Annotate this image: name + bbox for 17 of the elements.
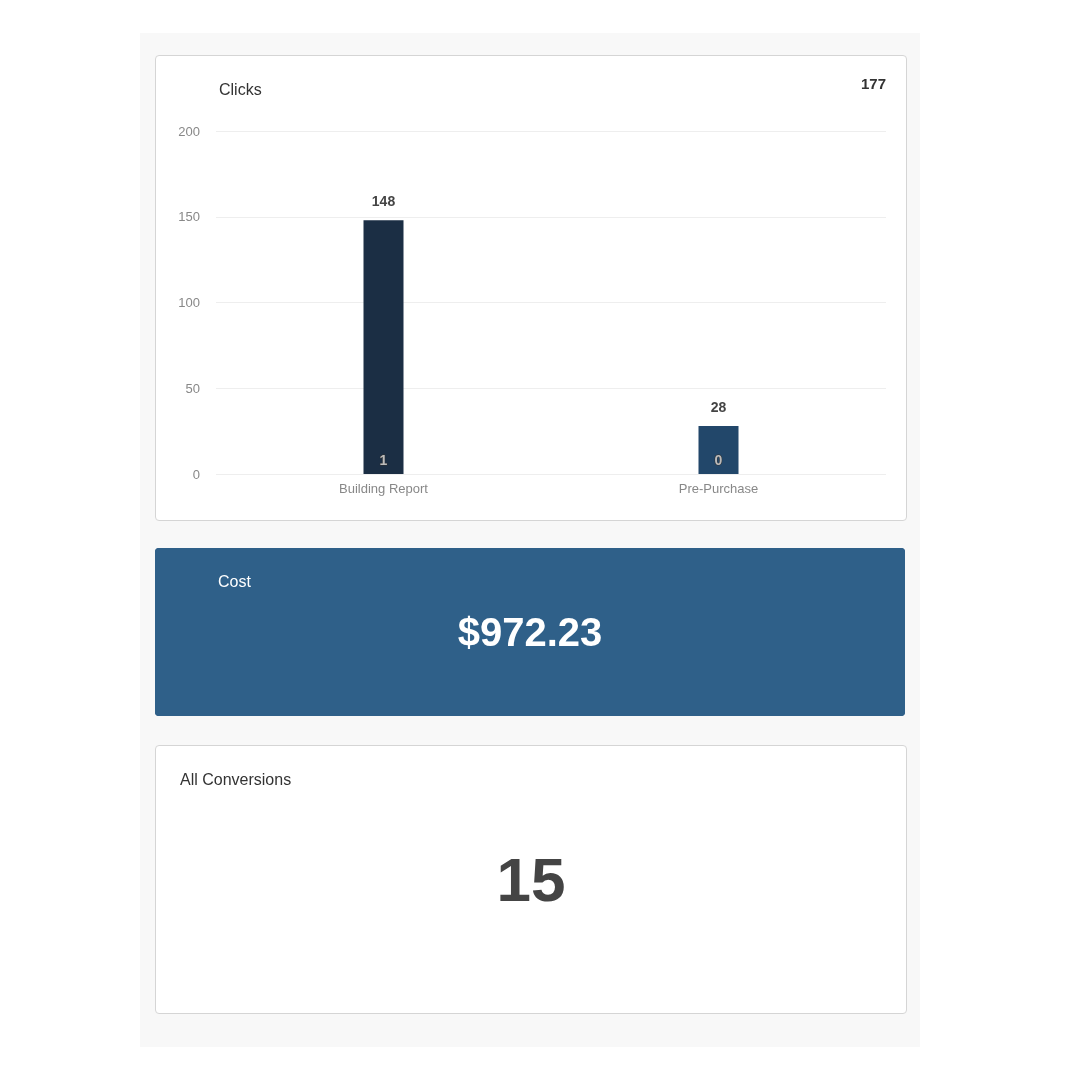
text: All Conversions <box>180 770 292 788</box>
data-label: 148 <box>371 193 396 210</box>
y-tick-label: 0 <box>192 466 200 482</box>
data-label: 28 <box>710 398 727 415</box>
text: $972.23 <box>457 610 603 654</box>
x-tick-label: Building Report <box>339 481 429 496</box>
text: 177 <box>860 75 886 92</box>
x-tick-label: Pre-Purchase <box>678 481 759 496</box>
y-tick-label: 100 <box>178 295 200 310</box>
annotation: 0 <box>714 452 723 468</box>
y-tick-label: 150 <box>178 209 200 225</box>
chart-title: Clicks <box>219 80 262 98</box>
y-tick-label: 50 <box>185 380 200 396</box>
y-tick-label: 200 <box>178 123 200 139</box>
text: Cost <box>218 572 252 590</box>
text: 15 <box>496 845 566 914</box>
annotation: 1 <box>379 452 388 468</box>
